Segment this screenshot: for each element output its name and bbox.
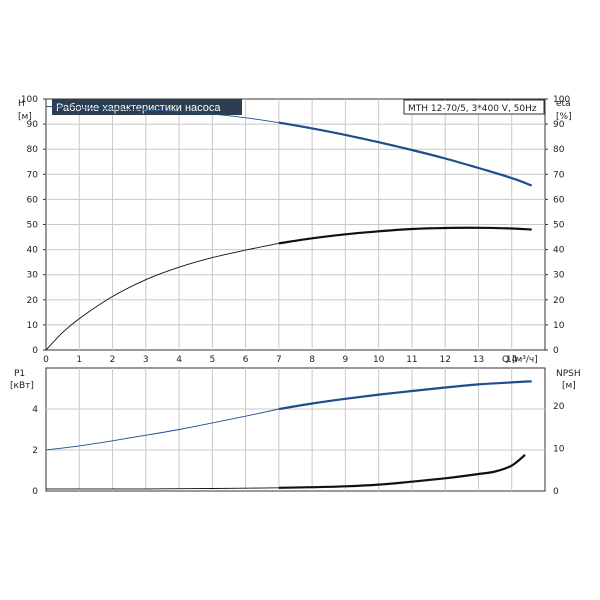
p1-curve-thin: [45, 408, 279, 451]
h-axis-label: H: [18, 99, 25, 109]
eta-tick-label: 90: [553, 120, 565, 130]
p1-curve: [278, 380, 532, 411]
curves: [45, 106, 533, 490]
h-tick-label: 30: [27, 271, 39, 281]
x-tick-label: 14: [506, 355, 518, 365]
p1-tick-label: 0: [32, 487, 38, 497]
h-tick-label: 10: [27, 321, 39, 331]
x-tick-label: 6: [243, 355, 249, 365]
title-box: Рабочие характеристики насоса: [52, 99, 242, 115]
x-tick-label: 5: [209, 355, 215, 365]
eta-axis-unit: [%]: [556, 112, 572, 122]
p1-tick-label: 4: [32, 405, 38, 415]
eta-tick-label: 30: [553, 271, 565, 281]
eta-tick-label: 20: [553, 296, 565, 306]
x-tick-label: 1: [76, 355, 82, 365]
h-axis-unit: [м]: [18, 112, 32, 122]
x-tick-label: 4: [176, 355, 182, 365]
h-tick-label: 100: [21, 95, 38, 105]
model-label: MTH 12-70/5, 3*400 V, 50Hz: [408, 104, 537, 114]
x-tick-label: 9: [343, 355, 349, 365]
h-tick-label: 60: [27, 195, 39, 205]
npsh-axis-label: NPSH: [556, 369, 581, 379]
h-tick-label: 80: [27, 145, 39, 155]
npsh-axis-unit: [м]: [562, 381, 576, 391]
x-tick-label: 13: [473, 355, 484, 365]
h-tick-label: 50: [27, 221, 39, 231]
eta-tick-label: 40: [553, 246, 565, 256]
eta-tick-label: 0: [553, 346, 559, 356]
eta-tick-label: 70: [553, 170, 565, 180]
h-curve: [278, 121, 533, 187]
x-tick-label: 8: [309, 355, 315, 365]
eta-curve: [278, 226, 532, 245]
npsh-tick-label: 0: [553, 487, 559, 497]
p1-axis-label: P1: [14, 369, 25, 379]
x-tick-label: 12: [439, 355, 450, 365]
npsh-tick-label: 20: [553, 402, 565, 412]
eta-tick-label: 60: [553, 195, 565, 205]
title-background: [52, 99, 242, 115]
eta-tick-label: 50: [553, 221, 565, 231]
h-tick-label: 40: [27, 246, 39, 256]
p1-axis-unit: [кВт]: [10, 381, 34, 391]
x-tick-label: 2: [110, 355, 116, 365]
h-tick-label: 70: [27, 170, 39, 180]
eta-tick-label: 10: [553, 321, 565, 331]
x-tick-label: 0: [43, 355, 49, 365]
npsh-tick-label: 10: [553, 445, 565, 455]
model-box: MTH 12-70/5, 3*400 V, 50Hz: [403, 99, 545, 115]
h-tick-label: 0: [32, 346, 38, 356]
h-tick-label: 20: [27, 296, 39, 306]
eta-tick-label: 100: [553, 95, 570, 105]
top-grid: [46, 99, 545, 350]
x-tick-label: 3: [143, 355, 149, 365]
p1-tick-label: 2: [32, 446, 38, 456]
bottom-panel-frame: [45, 367, 546, 492]
x-tick-label: 11: [406, 355, 417, 365]
x-tick-label: 7: [276, 355, 282, 365]
eta-tick-label: 80: [553, 145, 565, 155]
eta-axis-label: eta: [556, 99, 571, 109]
h-tick-label: 90: [27, 120, 39, 130]
chart-title: Рабочие характеристики насоса: [56, 102, 221, 114]
h-curve-thin: [45, 106, 279, 124]
eta-curve-thin: [45, 242, 279, 351]
model-background: [403, 99, 545, 115]
tick-labels: 0 1 2 3 4 5 6 7 8 9 10 11 12 13 1401020304050607080901…: [21, 95, 571, 497]
npsh-curve-thin: [45, 487, 279, 490]
npsh-curve: [278, 454, 526, 489]
x-tick-label: 10: [373, 355, 385, 365]
bottom-grid: [46, 368, 545, 491]
q-axis-label: Q [м³/ч]: [502, 355, 538, 365]
